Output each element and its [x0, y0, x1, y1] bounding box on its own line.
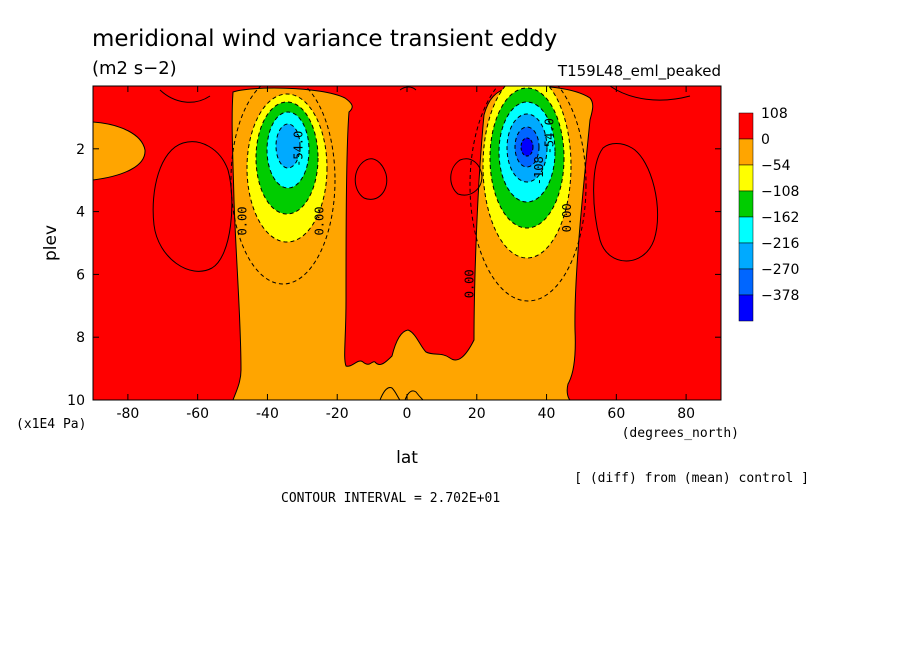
- contour-label: -108: [532, 156, 546, 185]
- legend-swatch: [738, 268, 754, 296]
- positive-contour-center-left: [354, 158, 388, 200]
- y-axis-units: (x1E4 Pa): [16, 417, 86, 432]
- y-tick-label: 10: [67, 393, 85, 409]
- legend-swatch: [738, 112, 754, 140]
- color-legend: 108 0 −54 −108 −162 −216 −270 −378: [738, 106, 800, 322]
- legend-label: −162: [761, 210, 799, 226]
- contour-label: 0.00: [462, 269, 476, 298]
- footer-note: [ (diff) from (mean) control ]: [574, 471, 809, 486]
- positive-contour-center-right: [450, 158, 483, 196]
- legend-swatch: [738, 242, 754, 270]
- contour-label: 0.00: [560, 203, 574, 232]
- deepblue-core-north: [520, 137, 534, 157]
- x-tick-label: 0: [403, 406, 412, 422]
- y-axis-label: plev: [41, 225, 61, 261]
- x-tick-label: 40: [538, 406, 556, 422]
- dashed-contour-north: [469, 86, 587, 302]
- legend-label: −270: [761, 262, 799, 278]
- legend-label: −378: [761, 288, 799, 304]
- dashed-contour-south: [230, 86, 336, 285]
- contour-labels: 0.00 0.00 0.00 0.00 -54.0 -54.0 -108: [236, 118, 574, 298]
- x-tick-label: 60: [607, 406, 625, 422]
- legend-swatch: [738, 216, 754, 244]
- y-axis-ticks: 2 4 6 8 10: [67, 142, 721, 409]
- x-tick-label: -40: [256, 406, 279, 422]
- legend-swatch: [738, 138, 754, 166]
- legend-label: −54: [761, 158, 791, 174]
- contour-interval: CONTOUR INTERVAL = 2.702E+01: [281, 491, 500, 506]
- orange-lobe-west: [93, 121, 146, 181]
- x-tick-label: -60: [186, 406, 209, 422]
- orange-sliver-equator: [379, 387, 401, 400]
- x-axis-units: (degrees_north): [622, 426, 739, 441]
- orange-sliver-equator-2: [404, 390, 424, 400]
- run-label: T159L48_eml_peaked: [557, 62, 721, 81]
- contour-field: [93, 86, 721, 400]
- x-tick-label: 20: [468, 406, 486, 422]
- positive-contour-top-center: [399, 86, 417, 91]
- x-axis-ticks: -80 -60 -40 -20 0 20 40 60 80: [116, 86, 695, 422]
- x-tick-label: -80: [116, 406, 139, 422]
- y-tick-label: 6: [76, 267, 85, 283]
- y-tick-label: 2: [76, 142, 85, 158]
- chart-units: (m2 s−2): [92, 58, 177, 79]
- x-tick-label: 80: [677, 406, 695, 422]
- x-tick-label: -20: [326, 406, 349, 422]
- positive-contour-west: [152, 141, 233, 272]
- contour-label: 0.00: [236, 207, 250, 236]
- legend-label: −216: [761, 236, 800, 252]
- lightblue-core-south: [275, 123, 301, 169]
- contour-label: -54.0: [543, 118, 557, 154]
- contour-label: -54.0: [291, 131, 305, 167]
- x-axis-label: lat: [396, 448, 418, 468]
- positive-contour-east: [593, 143, 659, 262]
- positive-contour-top-left: [159, 89, 211, 103]
- legend-label: 0: [761, 132, 770, 148]
- legend-swatch: [738, 190, 754, 218]
- contour-label: 0.00: [312, 207, 326, 236]
- y-tick-label: 8: [76, 330, 85, 346]
- legend-swatch: [738, 164, 754, 192]
- y-tick-label: 4: [76, 205, 85, 221]
- legend-label: −108: [761, 184, 799, 200]
- legend-swatch: [738, 294, 754, 322]
- chart-title: meridional wind variance transient eddy: [92, 26, 557, 52]
- legend-label: 108: [761, 106, 788, 122]
